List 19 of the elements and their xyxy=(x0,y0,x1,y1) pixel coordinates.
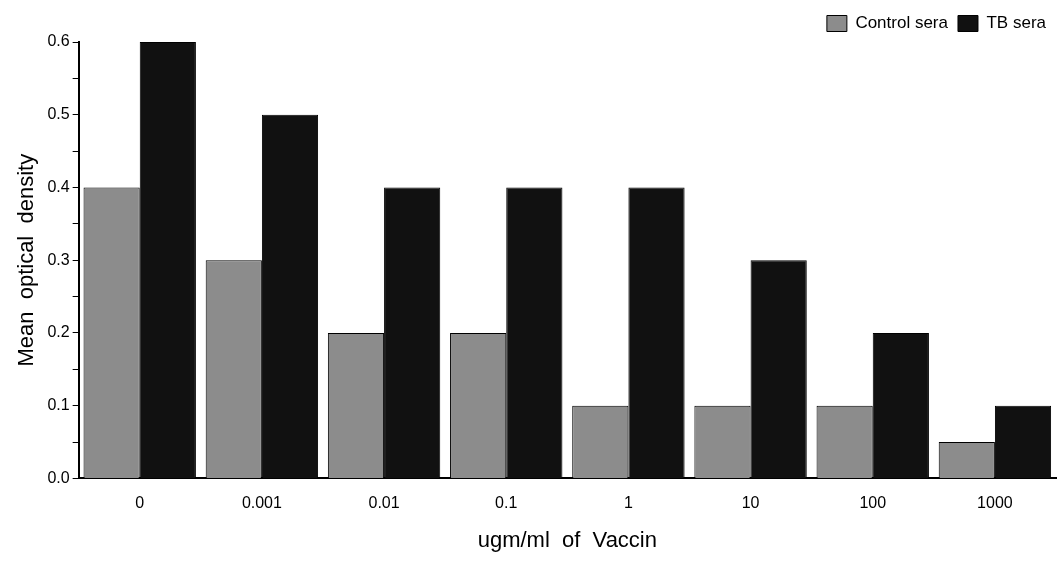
x-tick-label: 100 xyxy=(859,494,887,512)
y-tick-label: 0.4 xyxy=(47,177,70,195)
x-tick-label: 10 xyxy=(741,494,760,512)
x-tick-label: 0 xyxy=(135,494,145,512)
y-tick-label: 0.1 xyxy=(47,396,70,414)
y-tick-label: 0.3 xyxy=(47,250,70,268)
x-tick-label: 0.1 xyxy=(495,494,518,512)
x-tick-label: 0.01 xyxy=(368,494,400,512)
y-tick-label: 0.0 xyxy=(47,468,70,486)
y-axis-title: Mean optical density xyxy=(13,153,39,367)
y-tick-label: 0.6 xyxy=(47,32,70,50)
x-tick-label: 1 xyxy=(623,494,633,512)
x-tick-label: 0.001 xyxy=(241,494,283,512)
y-tick-label: 0.5 xyxy=(47,105,70,123)
x-tick-label: 1000 xyxy=(977,494,1013,512)
y-tick-label: 0.2 xyxy=(47,323,70,341)
x-axis-title: ugm/ml of Vaccin xyxy=(477,526,657,552)
legend-label: Control sera xyxy=(855,13,949,33)
legend-label: TB sera xyxy=(986,13,1047,33)
